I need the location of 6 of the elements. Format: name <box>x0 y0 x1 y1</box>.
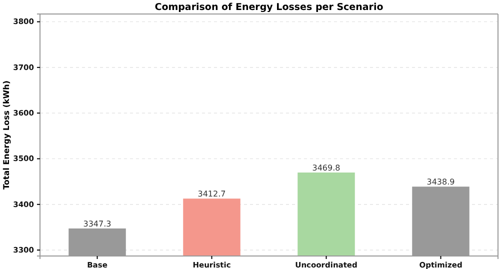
data-label: 3438.9 <box>426 178 455 187</box>
data-label: 3469.8 <box>312 164 340 173</box>
data-label: 3347.3 <box>83 219 112 228</box>
y-axis-title: Total Energy Loss (kWh) <box>2 80 11 190</box>
data-label: 3412.7 <box>198 190 226 199</box>
chart-title: Comparison of Energy Losses per Scenario <box>154 2 384 13</box>
